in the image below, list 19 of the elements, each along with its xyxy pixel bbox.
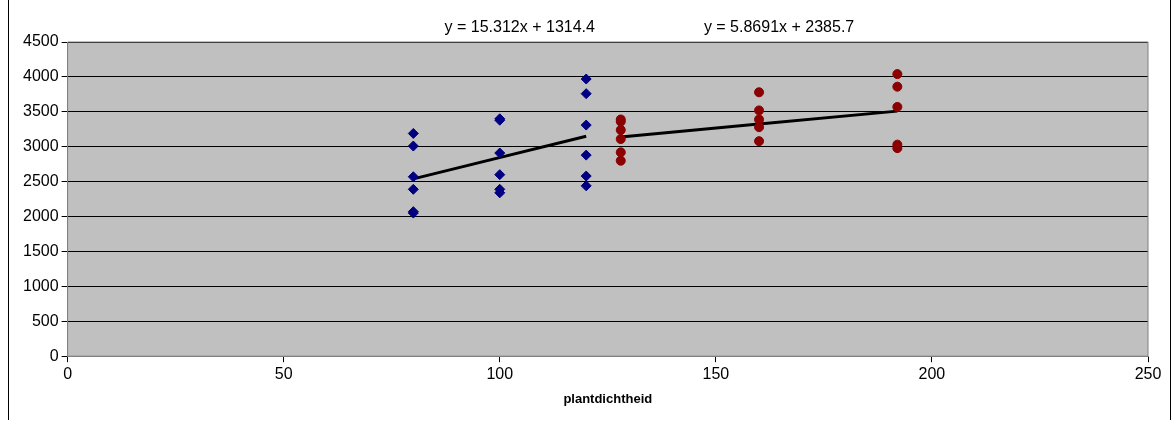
text: y = 5.8691x + 2385.7	[703, 18, 855, 36]
y-tick-label: 1500	[23, 241, 59, 259]
text: y = 15.312x + 1314.4	[444, 18, 596, 36]
x-tick-label: 100	[486, 365, 514, 383]
y-tick-label: 4000	[23, 67, 59, 85]
y-tick-label: 0	[49, 346, 59, 364]
x-tick-label: 150	[702, 365, 730, 383]
x-tick-label: 200	[918, 365, 946, 383]
y-tick-label: 4500	[23, 32, 59, 50]
y-tick-label: 2000	[23, 206, 59, 224]
x-tick-label: 0	[63, 365, 73, 383]
y-tick-label: 2500	[23, 172, 59, 190]
x-axis-title: plantdichtheid	[563, 390, 653, 406]
y-tick-label: 3500	[23, 102, 59, 120]
y-tick-label: 1000	[23, 276, 59, 294]
y-tick-label: 3000	[23, 137, 59, 155]
x-tick-label: 50	[274, 365, 293, 383]
x-tick-label: 250	[1134, 365, 1162, 383]
y-tick-label: 500	[31, 311, 59, 329]
